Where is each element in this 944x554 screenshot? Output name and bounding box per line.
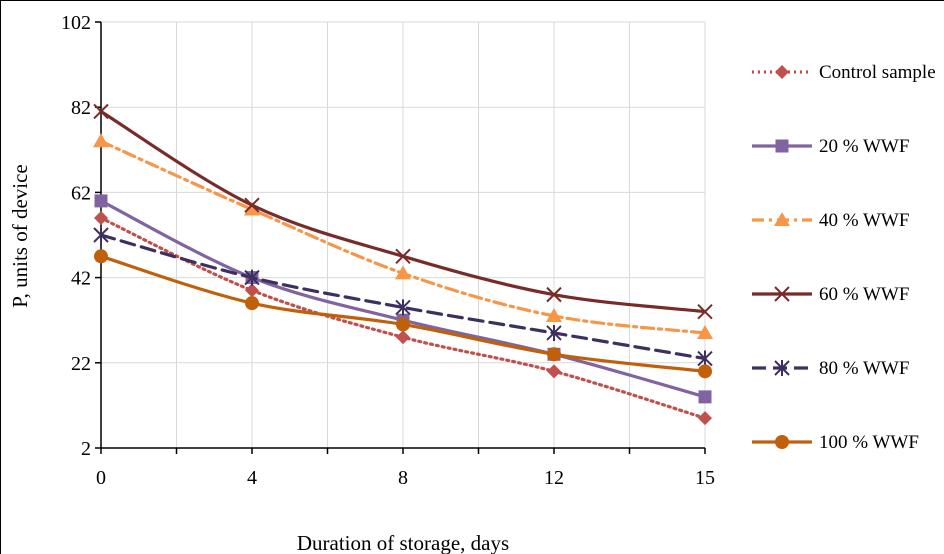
- data-point: [94, 194, 108, 208]
- legend-label: 80 % WWF: [819, 358, 909, 379]
- y-tick-label: 2: [81, 438, 91, 460]
- data-point: [547, 364, 561, 379]
- legend-item: Control sample: [752, 62, 936, 83]
- data-point: [395, 248, 411, 265]
- data-point: [244, 197, 260, 213]
- legend-item: 20 % WWF: [752, 136, 909, 157]
- data-point: [244, 269, 260, 286]
- legend-item: 80 % WWF: [752, 358, 909, 379]
- data-point: [93, 103, 109, 120]
- legend-marker: [775, 65, 789, 79]
- data-point: [396, 330, 410, 345]
- legend-label: Control sample: [819, 62, 936, 83]
- y-tick-label: 82: [71, 97, 91, 119]
- x-axis-title: Duration of storage, days: [297, 531, 509, 554]
- data-point: [94, 210, 108, 225]
- legend-label: 40 % WWF: [819, 210, 909, 231]
- legend-label: 60 % WWF: [819, 284, 909, 305]
- data-point: [245, 296, 259, 311]
- y-tick-label: 102: [61, 12, 91, 34]
- series-3: [93, 133, 713, 339]
- data-point: [546, 324, 562, 341]
- data-point: [94, 249, 108, 264]
- x-tick-label: 8: [398, 467, 408, 489]
- data-point: [697, 350, 713, 367]
- y-axis-title: P, units of device: [8, 164, 32, 307]
- legend-item: 100 % WWF: [752, 432, 919, 453]
- series-5: [93, 227, 713, 367]
- data-point: [93, 133, 109, 148]
- x-tick-label: 12: [544, 467, 564, 489]
- x-tick-label: 4: [247, 467, 257, 489]
- data-point: [245, 283, 259, 298]
- data-point: [546, 307, 562, 322]
- series-group: [93, 103, 713, 426]
- legend-item: 60 % WWF: [752, 284, 909, 305]
- series-line: [99, 233, 707, 361]
- legend: Control sample 20 % WWF 40 % WWF 60 % WWF 80…: [752, 62, 936, 453]
- legend-label: 20 % WWF: [819, 136, 909, 157]
- x-tick-label: 0: [96, 467, 106, 489]
- grid: [100, 21, 706, 449]
- legend-marker: [774, 212, 790, 226]
- data-point: [244, 201, 260, 216]
- data-point: [395, 265, 411, 280]
- y-tick-label: 62: [71, 182, 91, 204]
- data-point: [697, 324, 713, 339]
- legend-item: 40 % WWF: [752, 210, 909, 231]
- x-tick-label: 15: [695, 467, 715, 489]
- legend-marker: [774, 360, 790, 376]
- series-1: [94, 210, 712, 426]
- legend-marker: [775, 435, 789, 449]
- legend-marker: [775, 139, 789, 153]
- data-point: [698, 364, 712, 379]
- series-4: [93, 103, 713, 320]
- y-tick-label: 22: [71, 353, 91, 375]
- data-point: [547, 347, 561, 362]
- data-point: [698, 411, 712, 426]
- series-6: [94, 249, 712, 379]
- data-point: [396, 317, 410, 332]
- data-point: [395, 299, 411, 316]
- data-point: [93, 227, 109, 243]
- legend-marker: [774, 286, 790, 302]
- data-point: [546, 286, 562, 303]
- y-tick-label: 42: [71, 268, 91, 290]
- data-point: [697, 303, 713, 320]
- x-tick-labels: 0 4 8 12 15: [96, 467, 715, 489]
- legend-label: 100 % WWF: [819, 432, 919, 453]
- data-point: [698, 390, 712, 404]
